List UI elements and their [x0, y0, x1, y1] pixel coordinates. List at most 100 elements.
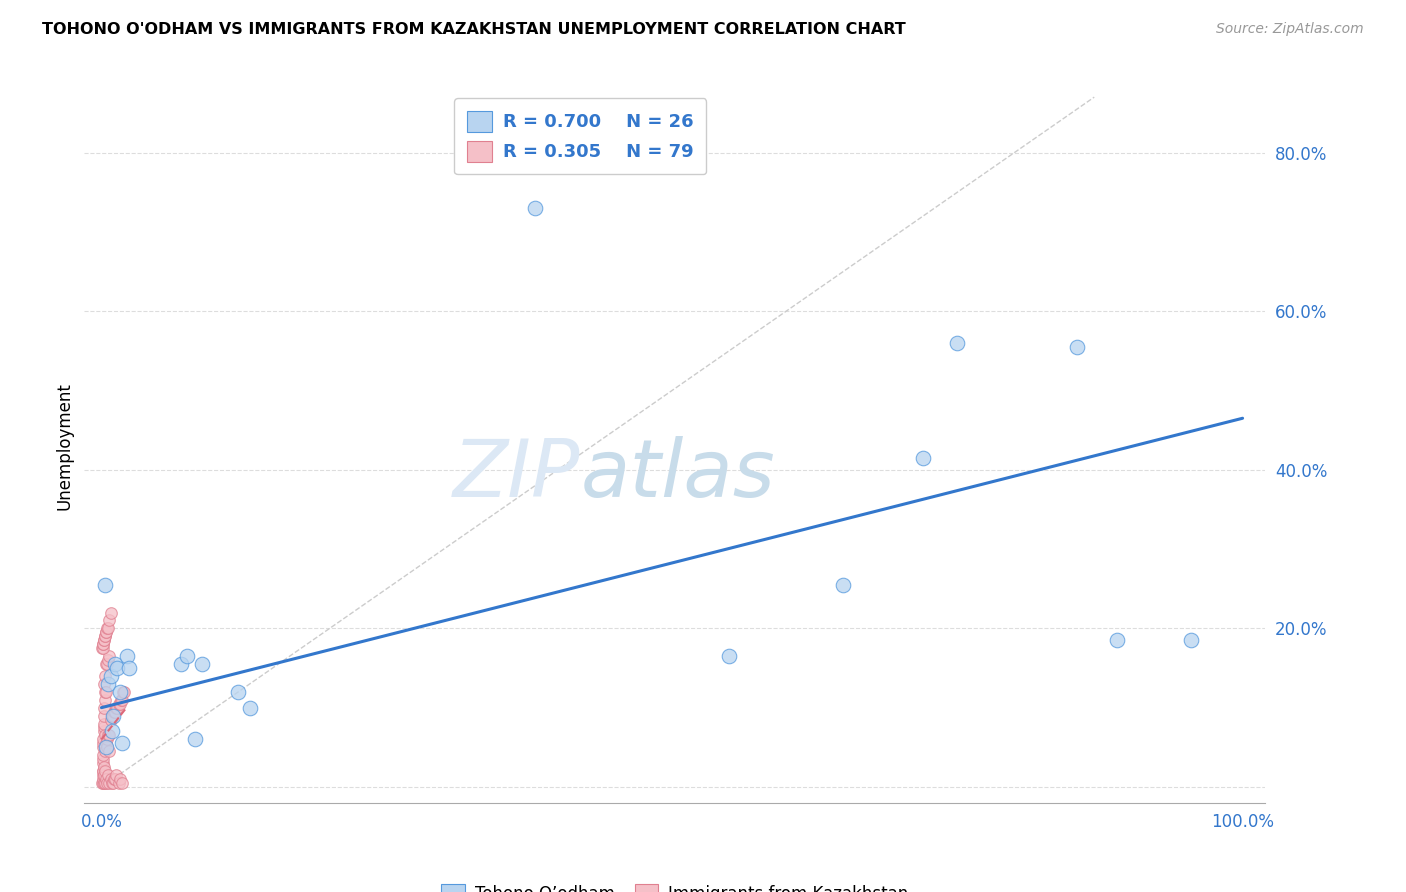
Text: Source: ZipAtlas.com: Source: ZipAtlas.com [1216, 22, 1364, 37]
Point [91, 752, 114, 766]
Point [228, 685, 250, 699]
Point [94, 776, 117, 790]
Text: TOHONO O'ODHAM VS IMMIGRANTS FROM KAZAKHSTAN UNEMPLOYMENT CORRELATION CHART: TOHONO O'ODHAM VS IMMIGRANTS FROM KAZAKH… [42, 22, 905, 37]
Point [93, 700, 115, 714]
Point [524, 201, 547, 215]
Point [97, 653, 120, 667]
Point [104, 705, 127, 719]
Point [96, 657, 118, 671]
Point [1105, 633, 1128, 648]
Point [96, 740, 118, 755]
Point [91, 776, 114, 790]
Point [1066, 340, 1088, 354]
Point [111, 776, 134, 790]
Point [94, 736, 117, 750]
Point [115, 649, 138, 664]
Point [1180, 633, 1202, 648]
Point [101, 708, 124, 723]
Point [100, 606, 122, 620]
Point [93, 677, 115, 691]
Point [91, 772, 114, 786]
Point [97, 768, 120, 782]
Point [170, 657, 193, 671]
Point [111, 736, 134, 750]
Point [93, 633, 115, 648]
Point [94, 669, 117, 683]
Point [94, 740, 117, 755]
Point [101, 708, 124, 723]
Point [94, 625, 117, 640]
Point [108, 697, 131, 711]
Point [94, 772, 117, 786]
Point [91, 768, 114, 782]
Point [832, 578, 855, 592]
Point [93, 633, 115, 648]
Point [93, 776, 115, 790]
Point [239, 700, 262, 714]
Point [105, 768, 128, 782]
Point [912, 450, 935, 465]
Point [112, 685, 135, 699]
Point [98, 728, 121, 742]
Point [94, 625, 117, 640]
Point [108, 685, 131, 699]
Point [93, 708, 115, 723]
Point [98, 776, 121, 790]
Point [98, 649, 121, 664]
Point [94, 657, 117, 671]
Point [107, 776, 129, 790]
Point [191, 657, 214, 671]
Point [100, 708, 122, 723]
Point [91, 764, 114, 778]
Point [93, 724, 115, 739]
Point [94, 692, 117, 706]
Point [946, 335, 969, 350]
Point [94, 685, 117, 699]
Point [104, 772, 127, 786]
Point [100, 776, 122, 790]
Point [100, 724, 122, 739]
Point [118, 661, 141, 675]
Point [91, 732, 114, 747]
Point [93, 768, 115, 782]
Point [91, 637, 114, 651]
Point [94, 764, 117, 778]
Point [94, 629, 117, 643]
Point [100, 772, 122, 786]
Point [91, 764, 114, 778]
Point [110, 692, 132, 706]
Text: ZIP: ZIP [453, 435, 581, 514]
Legend: Tohono O’odham, Immigrants from Kazakhstan: Tohono O’odham, Immigrants from Kazakhst… [433, 875, 917, 892]
Point [91, 756, 114, 771]
Point [184, 732, 207, 747]
Point [91, 736, 114, 750]
Point [97, 677, 120, 691]
Point [104, 657, 127, 671]
Point [94, 744, 117, 758]
Point [91, 776, 114, 790]
Point [91, 748, 114, 763]
Point [98, 744, 121, 758]
Point [112, 685, 135, 699]
Point [91, 641, 114, 656]
Point [96, 732, 118, 747]
Point [96, 621, 118, 635]
Point [107, 661, 129, 675]
Point [108, 772, 131, 786]
Point [97, 728, 120, 742]
Point [94, 629, 117, 643]
Point [96, 776, 118, 790]
Point [100, 713, 122, 727]
Point [93, 760, 115, 774]
Point [91, 641, 114, 656]
Point [107, 700, 129, 714]
Point [107, 697, 129, 711]
Point [93, 721, 115, 735]
Point [103, 705, 125, 719]
Point [94, 578, 117, 592]
Point [718, 649, 741, 664]
Point [91, 637, 114, 651]
Point [97, 621, 120, 635]
Point [94, 685, 117, 699]
Point [91, 740, 114, 755]
